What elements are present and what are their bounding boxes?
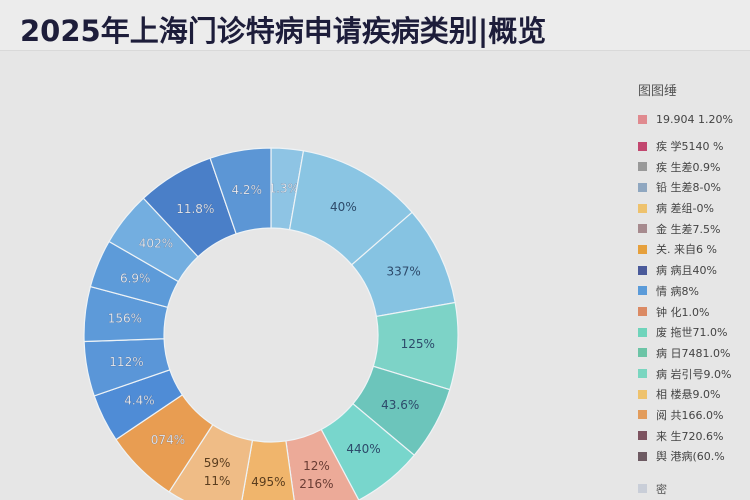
legend-item[interactable]: 情 病8%: [638, 281, 750, 302]
legend-label: 病 病且40%: [656, 264, 717, 278]
legend-item[interactable]: 病 岩引号9.0%: [638, 363, 750, 384]
legend-swatch: [638, 327, 647, 337]
legend-swatch: [638, 369, 647, 379]
legend-item[interactable]: 疾 生差0.9%: [638, 156, 750, 177]
legend-swatch: [638, 307, 647, 317]
legend-swatch: [638, 114, 647, 124]
legend-item[interactable]: 阅 共166.0%: [638, 405, 750, 426]
legend-swatch: [638, 182, 647, 192]
legend-label: 病 差组-0%: [656, 202, 714, 216]
donut-segment[interactable]: [209, 147, 272, 235]
legend-label: 疾 生差0.9%: [656, 160, 721, 174]
legend-item-extra[interactable]: 密: [638, 481, 750, 497]
segment-label: 112%: [109, 355, 143, 369]
legend-swatch: [638, 431, 647, 441]
legend-swatch: [638, 286, 647, 296]
legend-swatch: [638, 224, 647, 234]
legend-swatch: [638, 141, 647, 151]
legend-label: 关. 来自6 %: [656, 243, 717, 257]
legend-item[interactable]: 舆 港病(60.%: [638, 446, 750, 467]
legend-label: 疾 学5140 %: [656, 140, 724, 154]
legend-label: 来 生720.6%: [656, 429, 724, 443]
legend-items: 19.904 1.20% 疾 学5140 % 疾 生差0.9% 铅 生差8-0% 病 差…: [638, 109, 750, 467]
legend-label: 废 拖世71.0%: [656, 326, 728, 340]
legend-swatch: [638, 410, 647, 420]
legend-item[interactable]: 关. 来自6 %: [638, 239, 750, 260]
segment-label: 43.6%: [381, 398, 419, 412]
legend-label: 舆 港病(60.%: [656, 450, 725, 464]
segment-label: 11.8%: [176, 202, 214, 216]
legend-item[interactable]: 病 日7481.0%: [638, 343, 750, 364]
legend-label: 19.904 1.20%: [656, 112, 733, 126]
legend-swatch: [638, 348, 647, 358]
legend-label: 密: [656, 482, 667, 496]
legend-swatch: [638, 265, 647, 275]
legend-label: 相 楼悬9.0%: [656, 388, 721, 402]
donut-chart-svg: 1.3% 40% 337% 125% 43.6% 440% 12% 216% 495% 59% 11…: [83, 147, 459, 500]
legend-item[interactable]: 病 差组-0%: [638, 198, 750, 219]
segment-label: 402%: [139, 236, 173, 250]
legend-swatch: [638, 162, 647, 172]
segment-label: 6.9%: [120, 272, 151, 286]
segment-label: 1.3%: [269, 182, 300, 196]
legend-swatch: [638, 203, 647, 213]
donut-chart: 1.3% 40% 337% 125% 43.6% 440% 12% 216% 495% 59% 11…: [0, 51, 620, 500]
segment-label: 12%: [303, 459, 330, 473]
legend-item[interactable]: 铅 生差8-0%: [638, 177, 750, 198]
legend-swatch: [638, 484, 647, 494]
legend-item[interactable]: 19.904 1.20%: [638, 109, 750, 130]
legend-swatch: [638, 389, 647, 399]
donut-segment[interactable]: [239, 439, 297, 500]
segment-label: 440%: [346, 442, 380, 456]
segment-label: 4.4%: [124, 394, 155, 408]
legend: 图图缍 19.904 1.20% 疾 学5140 % 疾 生差0.9% 铅 生差8-0…: [638, 80, 750, 497]
legend-label: 阅 共166.0%: [656, 408, 724, 422]
segment-label: 495%: [251, 475, 285, 489]
legend-title: 图图缍: [638, 84, 678, 99]
segment-label: 4.2%: [231, 183, 262, 197]
segment-label: 59%: [204, 456, 231, 470]
segment-label: 40%: [330, 200, 357, 214]
legend-label: 病 日7481.0%: [656, 346, 731, 360]
segment-label: 125%: [401, 337, 435, 351]
legend-swatch: [638, 451, 647, 461]
legend-item[interactable]: 相 楼悬9.0%: [638, 384, 750, 405]
legend-label: 情 病8%: [656, 284, 699, 298]
legend-swatch: [638, 244, 647, 254]
donut-segment[interactable]: [320, 402, 416, 500]
legend-label: 铅 生差8-0%: [656, 181, 721, 195]
segment-label: 11%: [204, 474, 231, 488]
legend-item[interactable]: 废 拖世71.0%: [638, 322, 750, 343]
segment-label: 216%: [299, 477, 333, 491]
legend-item[interactable]: 来 生720.6%: [638, 425, 750, 446]
header: 2025年上海门诊特病申请疾病类别|概览: [0, 0, 750, 51]
segment-label: 156%: [108, 311, 142, 325]
legend-label: 病 岩引号9.0%: [656, 367, 732, 381]
legend-item[interactable]: 金 生差7.5%: [638, 218, 750, 239]
page-title: 2025年上海门诊特病申请疾病类别|概览: [20, 14, 547, 48]
segment-label: 337%: [387, 265, 421, 279]
legend-item[interactable]: 病 病且40%: [638, 260, 750, 281]
legend-item[interactable]: 疾 学5140 %: [638, 136, 750, 157]
legend-item[interactable]: 钟 化1.0%: [638, 301, 750, 322]
segment-label: 074%: [151, 433, 185, 447]
legend-label: 金 生差7.5%: [656, 222, 721, 236]
legend-label: 钟 化1.0%: [656, 305, 710, 319]
